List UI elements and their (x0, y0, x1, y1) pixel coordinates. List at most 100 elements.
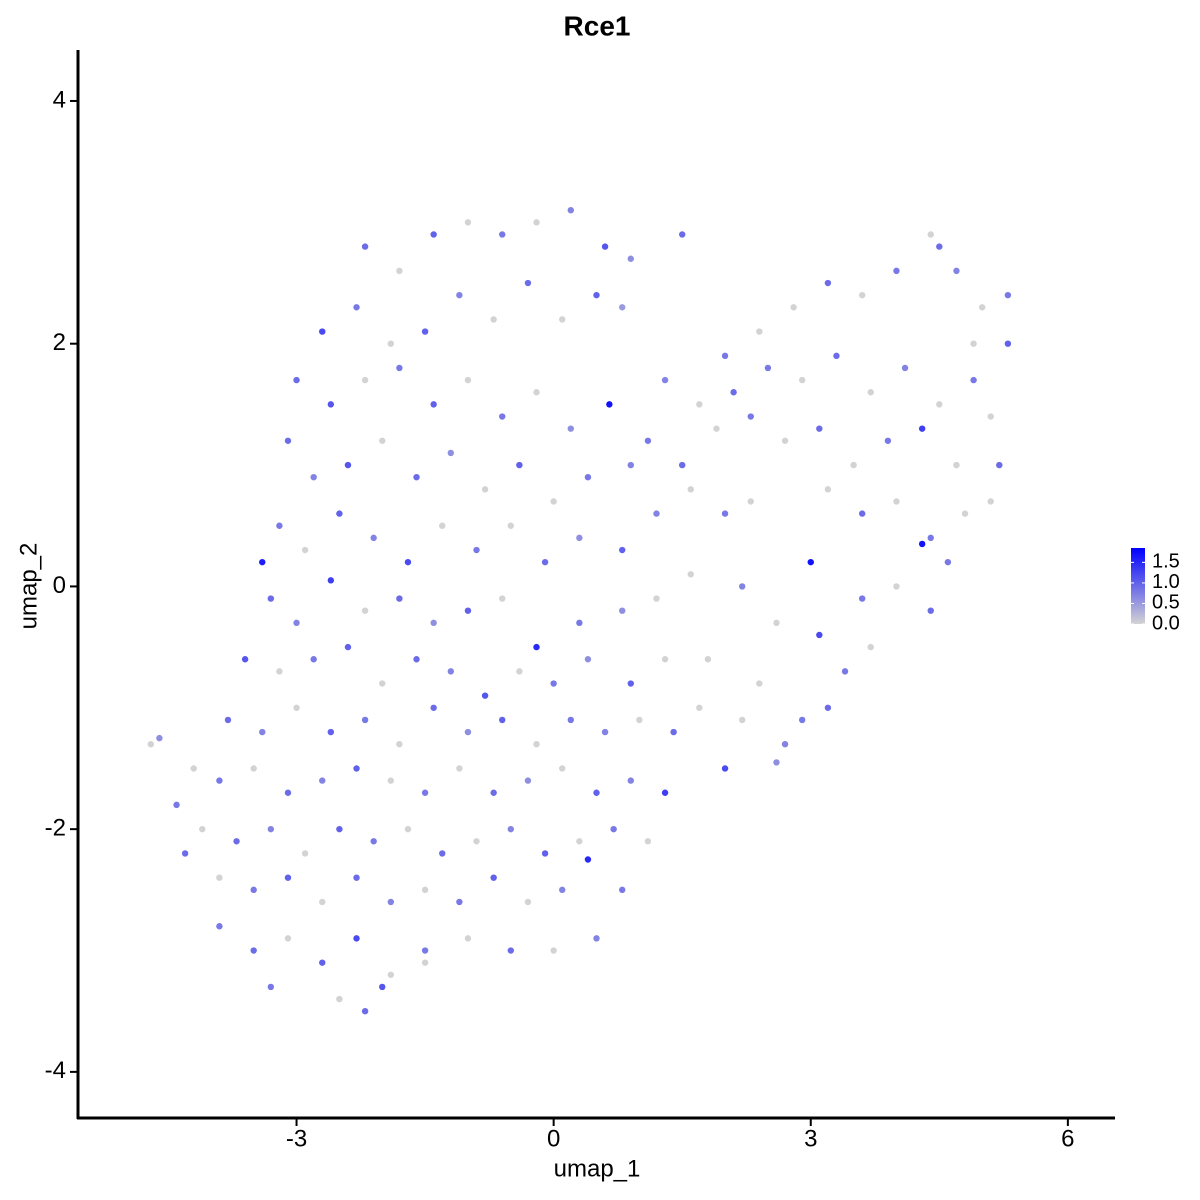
point (773, 619, 780, 627)
point (824, 486, 832, 493)
point (567, 207, 574, 214)
point (421, 789, 429, 796)
colorbar-label: 0.0 (1152, 612, 1180, 634)
point (781, 437, 789, 444)
point (893, 583, 900, 590)
point (499, 716, 506, 724)
point (593, 291, 600, 299)
point (550, 680, 557, 687)
point (696, 401, 703, 408)
point (524, 898, 532, 906)
point (541, 558, 549, 566)
point (627, 680, 634, 687)
y-tick-label: -4 (45, 1057, 66, 1084)
point (816, 425, 823, 432)
point (293, 704, 300, 711)
y-tick-label: 4 (53, 86, 66, 113)
point (181, 850, 189, 857)
point (593, 789, 600, 796)
point (996, 461, 1003, 469)
point (421, 328, 429, 335)
point (413, 474, 420, 481)
point (353, 935, 360, 942)
point (644, 437, 652, 444)
point (370, 534, 377, 542)
point (387, 898, 395, 906)
point (379, 680, 386, 687)
point (439, 850, 446, 857)
point (353, 874, 360, 881)
point (361, 716, 369, 724)
point (953, 267, 960, 275)
point (918, 425, 926, 432)
point (344, 461, 352, 469)
point (679, 231, 686, 238)
point (747, 413, 754, 420)
point (773, 759, 780, 766)
point (619, 546, 626, 554)
point (841, 668, 849, 675)
point (490, 789, 497, 796)
x-tick-label: 6 (1061, 1125, 1074, 1152)
point (858, 510, 866, 517)
point (970, 340, 977, 347)
point (936, 401, 943, 408)
point (361, 1008, 369, 1015)
point (473, 546, 480, 554)
point (310, 656, 317, 663)
point (653, 510, 660, 517)
point (781, 741, 789, 748)
point (619, 886, 626, 894)
point (533, 643, 540, 651)
point (421, 959, 429, 966)
point (559, 886, 566, 894)
point (327, 577, 335, 584)
point (430, 231, 437, 238)
point (927, 534, 934, 542)
point (499, 231, 506, 238)
point (216, 923, 223, 930)
point (730, 389, 737, 396)
point (284, 789, 292, 796)
point (653, 595, 660, 602)
point (250, 765, 257, 772)
point (584, 656, 592, 663)
point (156, 734, 163, 742)
point (327, 401, 335, 408)
point (944, 558, 952, 566)
point (576, 619, 583, 627)
point (216, 874, 223, 881)
point (456, 898, 463, 906)
point (396, 364, 403, 372)
point (379, 437, 386, 444)
point (250, 947, 257, 954)
point (430, 704, 437, 711)
point (439, 522, 446, 529)
point (259, 728, 266, 736)
point (293, 619, 300, 627)
x-tick-label: 3 (804, 1125, 817, 1152)
point (893, 267, 900, 275)
point (627, 255, 634, 262)
point (370, 838, 377, 845)
point (481, 692, 489, 699)
point (259, 558, 266, 566)
point (284, 935, 292, 942)
point (387, 971, 395, 978)
point (233, 838, 240, 845)
point (447, 449, 455, 457)
point (533, 741, 540, 748)
point (619, 304, 626, 311)
point (576, 838, 583, 845)
point (413, 656, 420, 663)
point (464, 219, 472, 226)
colorbar (1131, 548, 1145, 624)
point (507, 947, 514, 954)
point (464, 376, 472, 384)
point (961, 510, 969, 517)
point (858, 291, 866, 299)
point (833, 352, 840, 360)
point (687, 486, 694, 493)
point (336, 825, 343, 833)
point (756, 680, 763, 687)
